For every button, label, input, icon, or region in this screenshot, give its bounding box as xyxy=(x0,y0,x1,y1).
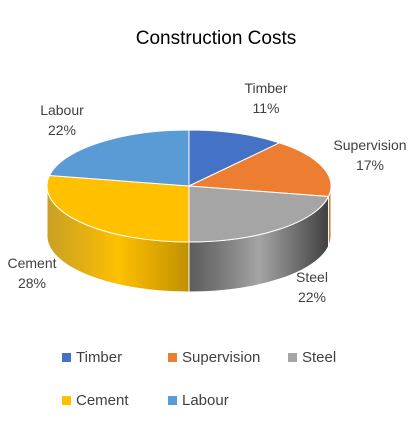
legend-swatch xyxy=(168,396,177,405)
legend-item-supervision: Supervision xyxy=(168,349,260,366)
legend-item-labour: Labour xyxy=(168,392,229,409)
legend-swatch xyxy=(62,353,71,362)
legend-label: Timber xyxy=(76,349,123,366)
legend-label: Cement xyxy=(76,392,129,409)
slice-supervision[interactable] xyxy=(187,142,332,198)
data-value-labour: 22% xyxy=(48,122,76,138)
pie-tops xyxy=(46,129,332,243)
legend-item-timber: Timber xyxy=(62,349,122,366)
slice-timber[interactable] xyxy=(188,129,281,187)
legend-swatch xyxy=(62,396,71,405)
legend-label: Supervision xyxy=(182,349,261,366)
legend-label: Labour xyxy=(182,392,229,409)
data-label-timber: Timber xyxy=(244,80,287,96)
chart-legend: Timber Supervision Steel Cement Labour xyxy=(0,340,417,420)
data-value-steel: 22% xyxy=(298,289,326,305)
data-label-cement: Cement xyxy=(7,255,56,271)
legend-item-cement: Cement xyxy=(62,392,129,409)
data-value-cement: 28% xyxy=(18,275,46,291)
chart-title: Construction Costs xyxy=(136,28,297,49)
data-value-timber: 11% xyxy=(253,100,280,116)
slice-cement[interactable] xyxy=(46,174,190,243)
legend-item-steel: Steel xyxy=(288,349,336,366)
data-label-steel: Steel xyxy=(296,269,328,285)
legend-label: Steel xyxy=(302,349,337,366)
legend-swatch xyxy=(288,353,297,362)
pie-labels: Timber 11% Supervision 17% Steel 22% Cement 28%… xyxy=(7,80,406,305)
data-value-supervision: 17% xyxy=(356,157,384,173)
slice-steel[interactable] xyxy=(188,185,330,243)
slice-labour[interactable] xyxy=(48,129,190,187)
data-label-labour: Labour xyxy=(40,102,84,118)
data-label-supervision: Supervision xyxy=(333,137,406,153)
legend-swatch xyxy=(168,353,177,362)
